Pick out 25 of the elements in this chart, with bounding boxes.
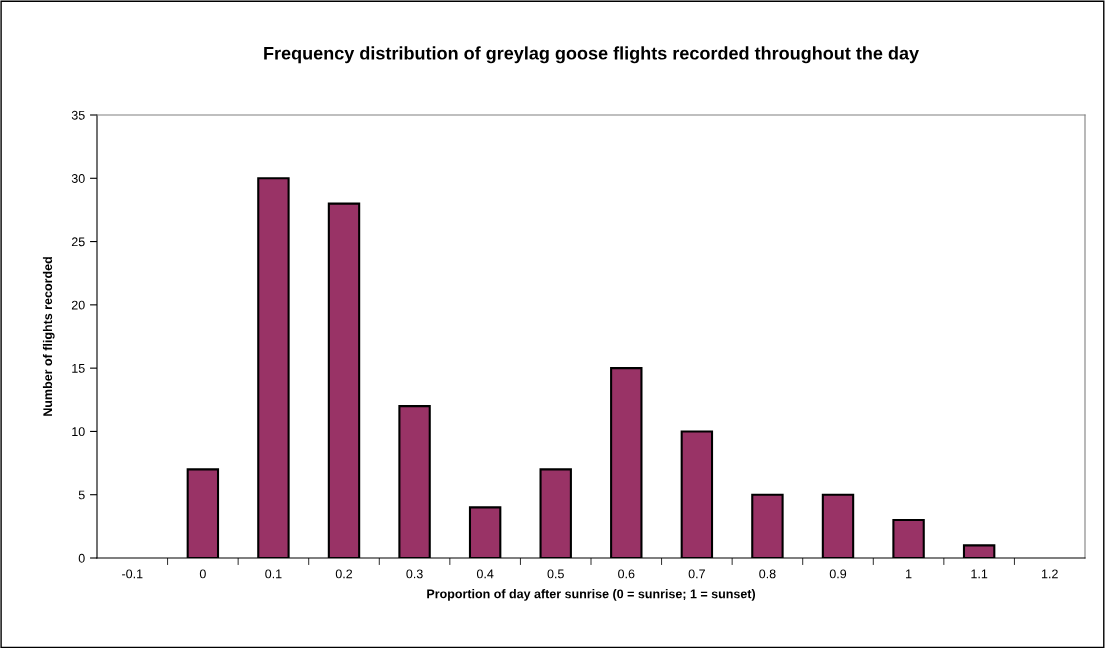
x-tick-label: 1.2 [1041, 569, 1058, 579]
x-tick-label: 0.1 [265, 569, 282, 579]
y-tick-label: 10 [72, 427, 85, 437]
y-tick-label: 25 [71, 237, 85, 247]
x-tick-label: 0.7 [688, 569, 705, 579]
x-tick-label: 0.9 [829, 569, 847, 579]
x-tick-label: 0.2 [335, 569, 353, 579]
x-tick-label: 1.1 [971, 569, 988, 579]
y-tick-label: 15 [72, 364, 85, 373]
y-tick-label: 0 [78, 553, 85, 563]
chart-title: Frequency distribution of greylag goose flights recorded throughout the day [264, 46, 919, 64]
y-tick-label: 20 [71, 300, 85, 310]
y-tick-label: 5 [78, 490, 85, 500]
x-tick-label: -0.1 [122, 569, 143, 579]
x-axis-title: Proportion of day after sunrise (0 = sunrise; 1 = sunset) [427, 589, 756, 601]
y-tick-label: 30 [71, 174, 85, 183]
x-tick-label: 0.8 [759, 569, 776, 579]
x-tick-label: 0 [199, 569, 206, 579]
y-axis-title: Number of flights recorded [42, 257, 55, 416]
x-tick-label: 1 [906, 569, 912, 579]
x-tick-label: 0.5 [547, 569, 564, 579]
x-tick-label: 0.4 [476, 569, 494, 579]
y-tick-label: 35 [71, 110, 85, 120]
x-tick-label: 0.3 [406, 569, 423, 579]
x-tick-label: 0.6 [618, 569, 635, 579]
